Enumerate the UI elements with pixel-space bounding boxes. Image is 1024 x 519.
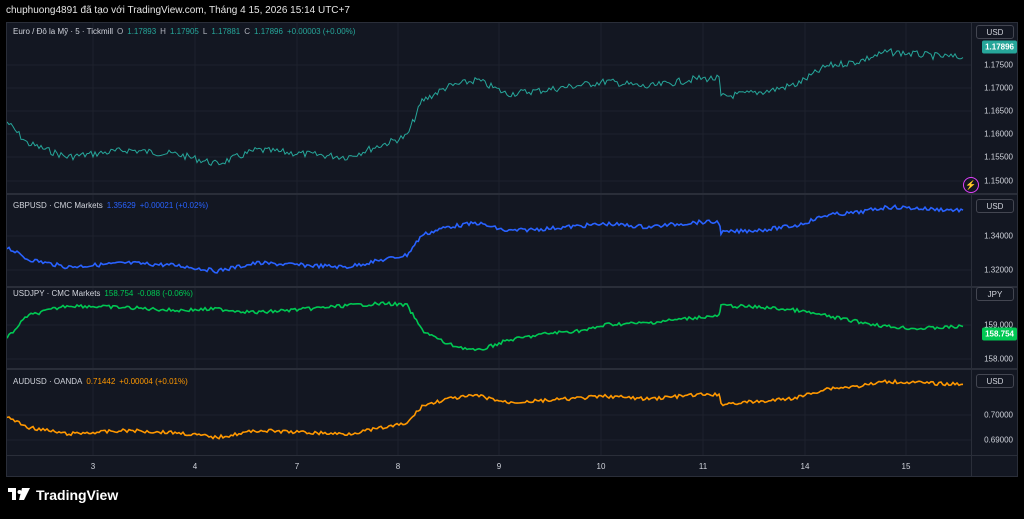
eurusd-last-price: 1.17896 — [982, 40, 1017, 54]
screenshot-caption: chuphuong4891 đã tạo với TradingView.com… — [0, 0, 1024, 22]
gbpusd-legend: GBPUSD · CMC Markets 1.35629 +0.00021 (+… — [13, 201, 208, 210]
close-value: 1.17896 — [254, 27, 283, 36]
price-tick: 0.69000 — [984, 435, 1013, 445]
brand-name: TradingView — [36, 487, 119, 503]
tradingview-logo[interactable]: TradingView — [8, 487, 118, 503]
price-tick: 1.17500 — [984, 60, 1013, 70]
low-value: 1.17881 — [211, 27, 241, 36]
audusd-value: 0.71442 — [86, 377, 116, 386]
price-tick: 1.15000 — [984, 176, 1013, 186]
time-label: 7 — [294, 462, 300, 471]
eurusd-series — [7, 47, 964, 167]
audusd-series — [7, 378, 964, 440]
pane-separator[interactable] — [7, 193, 1017, 195]
gbpusd-change: +0.00021 (+0.02%) — [139, 201, 209, 210]
eurusd-currency-button[interactable]: USD — [976, 25, 1014, 39]
price-tick: 1.16000 — [984, 129, 1013, 139]
open-value: 1.17893 — [127, 27, 157, 36]
price-tick: 1.32000 — [984, 265, 1013, 275]
price-tick: 1.15500 — [984, 152, 1013, 162]
gbpusd-symbol[interactable]: GBPUSD · CMC Markets — [13, 201, 103, 210]
gbpusd-currency-button[interactable]: USD — [976, 199, 1014, 213]
audusd-legend: AUDUSD · OANDA 0.71442 +0.00004 (+0.01%) — [13, 377, 188, 386]
close-key: C — [244, 27, 251, 36]
usdjpy-value: 158.754 — [104, 289, 134, 298]
price-tick: 159.000 — [984, 320, 1013, 330]
audusd-change: +0.00004 (+0.01%) — [119, 377, 188, 386]
eurusd-legend: Euro / Đô la Mỹ · 5 · Tickmill O 1.17893 … — [13, 27, 355, 36]
time-label: 3 — [90, 462, 96, 471]
eurusd-symbol[interactable]: Euro / Đô la Mỹ · 5 · Tickmill — [13, 27, 114, 36]
price-tick: 1.17000 — [984, 83, 1013, 93]
time-axis[interactable]: 3 4 7 8 9 10 11 14 15 — [7, 455, 971, 476]
usdjpy-symbol[interactable]: USDJPY · CMC Markets — [13, 289, 101, 298]
gbpusd-series — [7, 204, 964, 274]
price-tick: 158.000 — [984, 354, 1013, 364]
gbpusd-value: 1.35629 — [106, 201, 136, 210]
price-axis[interactable]: USD 1.17896 1.17500 1.17000 1.16500 1.16… — [971, 23, 1017, 455]
price-tick: 1.34000 — [984, 231, 1013, 241]
audusd-symbol[interactable]: AUDUSD · OANDA — [13, 377, 83, 386]
audusd-currency-button[interactable]: USD — [976, 374, 1014, 388]
time-label: 11 — [698, 462, 708, 471]
time-label: 15 — [901, 462, 911, 471]
high-value: 1.17905 — [169, 27, 199, 36]
tradingview-logo-icon — [8, 488, 30, 500]
usdjpy-change: -0.088 (-0.06%) — [137, 289, 193, 298]
price-tick: 0.70000 — [984, 410, 1013, 420]
high-key: H — [160, 27, 166, 36]
eurusd-change: +0.00003 (+0.00%) — [286, 27, 356, 36]
low-key: L — [202, 27, 208, 36]
time-label: 9 — [496, 462, 502, 471]
chart-container[interactable]: Euro / Đô la Mỹ · 5 · Tickmill O 1.17893 … — [6, 22, 1018, 477]
open-key: O — [117, 27, 124, 36]
price-plot[interactable] — [7, 23, 971, 455]
time-label: 8 — [395, 462, 401, 471]
usdjpy-legend: USDJPY · CMC Markets 158.754 -0.088 (-0.… — [13, 289, 193, 298]
axis-corner — [971, 455, 1017, 476]
usdjpy-last-price: 158.754 — [982, 327, 1017, 341]
lightning-icon[interactable]: ⚡ — [963, 177, 979, 193]
time-label: 10 — [596, 462, 606, 471]
usdjpy-series — [7, 300, 964, 352]
usdjpy-currency-button[interactable]: JPY — [976, 287, 1014, 301]
pane-separator[interactable] — [7, 286, 1017, 288]
time-label: 14 — [800, 462, 810, 471]
price-tick: 1.16500 — [984, 106, 1013, 116]
time-label: 4 — [192, 462, 198, 471]
footer: TradingView — [0, 477, 1024, 519]
pane-separator[interactable] — [7, 368, 1017, 370]
